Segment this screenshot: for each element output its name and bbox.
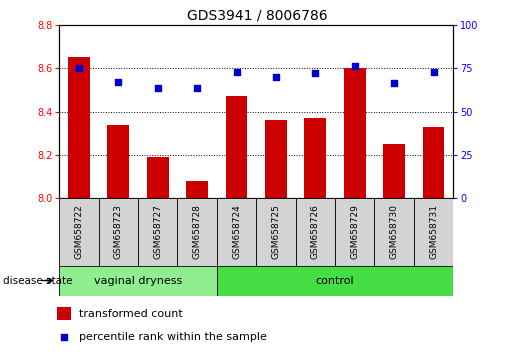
Bar xyxy=(256,198,296,266)
Bar xyxy=(335,198,374,266)
Text: transformed count: transformed count xyxy=(79,309,183,319)
Bar xyxy=(59,266,217,296)
Bar xyxy=(217,198,256,266)
Bar xyxy=(296,198,335,266)
Text: control: control xyxy=(316,275,354,286)
Bar xyxy=(68,57,90,198)
Text: GSM658725: GSM658725 xyxy=(271,204,280,259)
Bar xyxy=(147,157,168,198)
Text: GSM658730: GSM658730 xyxy=(390,204,399,259)
Bar xyxy=(108,125,129,198)
Bar xyxy=(217,266,453,296)
Text: percentile rank within the sample: percentile rank within the sample xyxy=(79,332,267,342)
Text: vaginal dryness: vaginal dryness xyxy=(94,275,182,286)
Point xyxy=(193,85,201,91)
Bar xyxy=(374,198,414,266)
Point xyxy=(430,69,438,74)
Text: disease state: disease state xyxy=(3,275,72,286)
Bar xyxy=(186,181,208,198)
Point xyxy=(351,63,359,68)
Bar xyxy=(177,198,217,266)
Text: GSM658723: GSM658723 xyxy=(114,204,123,259)
Point xyxy=(311,70,319,76)
Bar xyxy=(226,96,247,198)
Bar xyxy=(265,120,287,198)
Text: GSM658726: GSM658726 xyxy=(311,204,320,259)
Point xyxy=(385,229,393,235)
Bar xyxy=(57,307,71,320)
Bar xyxy=(304,118,326,198)
Bar xyxy=(414,198,453,266)
Bar xyxy=(344,68,366,198)
Point xyxy=(272,74,280,80)
Text: GSM658727: GSM658727 xyxy=(153,204,162,259)
Text: GDS3941 / 8006786: GDS3941 / 8006786 xyxy=(187,9,328,23)
Text: GSM658728: GSM658728 xyxy=(193,204,201,259)
Point xyxy=(114,79,123,85)
Point xyxy=(232,69,241,74)
Text: GSM658731: GSM658731 xyxy=(429,204,438,259)
Bar xyxy=(99,198,138,266)
Text: GSM658729: GSM658729 xyxy=(350,204,359,259)
Bar xyxy=(423,127,444,198)
Point xyxy=(75,65,83,71)
Point xyxy=(390,80,398,86)
Bar xyxy=(138,198,177,266)
Text: GSM658724: GSM658724 xyxy=(232,205,241,259)
Point xyxy=(153,85,162,91)
Text: GSM658722: GSM658722 xyxy=(75,205,83,259)
Bar xyxy=(59,198,99,266)
Bar xyxy=(383,144,405,198)
